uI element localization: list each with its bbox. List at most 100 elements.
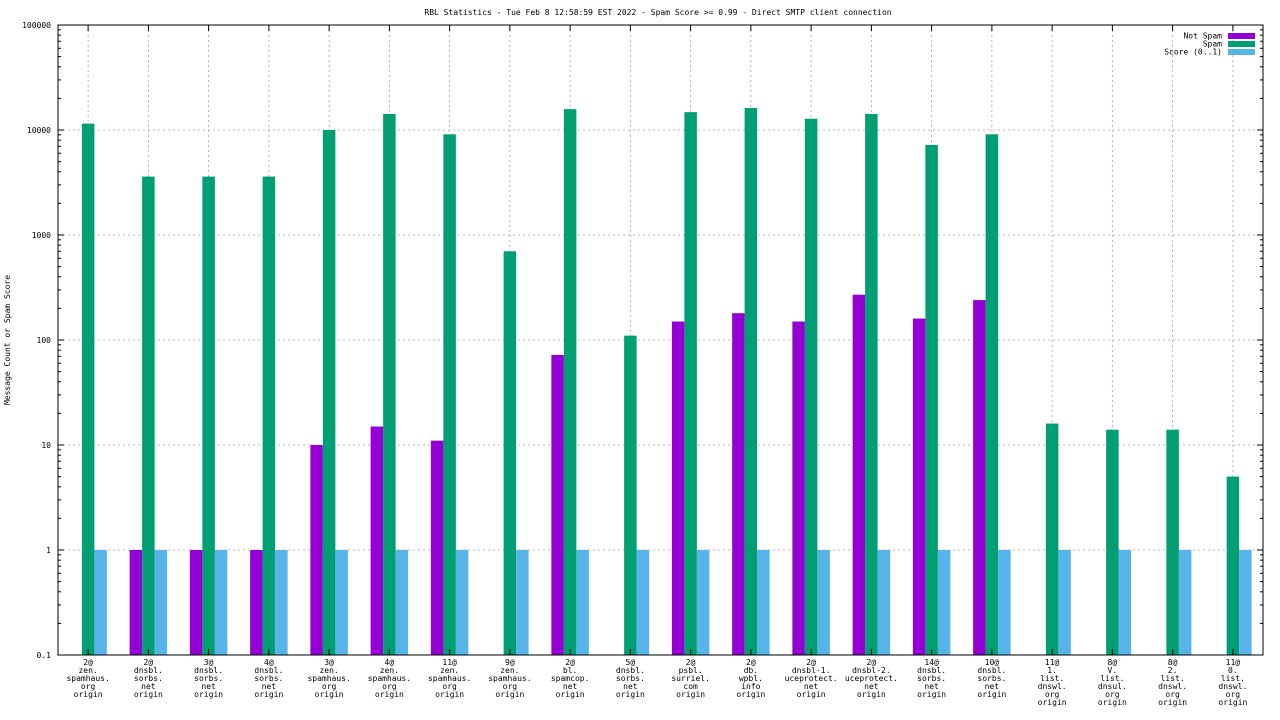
x-tick-label-line: list.	[1161, 674, 1185, 683]
bar-score-0-1	[757, 550, 770, 655]
bar-not-spam	[671, 321, 685, 655]
x-tick-label-line: origin	[1158, 698, 1187, 707]
bar-not-spam	[430, 440, 444, 655]
x-tick-label: 2@ dnsbl-1. uceprotect. net origin	[785, 658, 838, 699]
bar-spam	[985, 134, 999, 655]
x-tick-label-line: 1.	[1047, 666, 1057, 675]
x-tick-label-line: 2@	[806, 658, 816, 667]
bar-score-0-1	[937, 550, 951, 655]
x-tick-label-line: zen.	[440, 666, 459, 675]
bar-spam	[865, 114, 878, 656]
x-tick-label-line: V.	[1108, 666, 1118, 675]
x-tick-label-line: net	[563, 682, 578, 691]
x-tick-label: 4@ dnsbl. sorbs. net origin	[254, 658, 283, 699]
bar-score-0-1	[1178, 550, 1192, 655]
x-tick-label-line: net	[924, 682, 939, 691]
x-tick-label-line: origin	[194, 690, 223, 699]
x-tick-label-line: zen.	[500, 666, 519, 675]
x-tick-label-line: dnsbl.	[134, 666, 163, 675]
x-tick-label-line: db.	[744, 666, 758, 675]
x-tick-label: 2@ db. wpbl. info origin	[736, 658, 765, 699]
x-tick-label: 2@ zen. spamhaus. org origin	[66, 658, 109, 699]
x-tick-label-line: spamhaus.	[307, 674, 350, 683]
x-tick-label-line: zen.	[319, 666, 338, 675]
x-tick-label-line: origin	[736, 690, 765, 699]
x-tick-label: 3@ dnsbl. sorbs. net origin	[194, 658, 223, 699]
x-tick-label-line: 4@	[264, 658, 274, 667]
x-tick-label-line: net	[985, 682, 1000, 691]
y-tick-label: 1	[46, 546, 51, 555]
x-tick-label-line: 14@	[924, 658, 939, 667]
x-tick-label-line: dnsul.	[1098, 682, 1127, 691]
bar-spam	[202, 176, 215, 655]
y-tick-label: 10	[41, 441, 51, 450]
x-tick-label-line: uceprotect.	[785, 674, 838, 683]
legend-swatch	[1228, 49, 1255, 55]
x-tick-label-line: spamhaus.	[428, 674, 471, 683]
bar-score-0-1	[636, 550, 650, 655]
x-tick-label-line: org	[1226, 690, 1241, 699]
bar-spam	[503, 251, 517, 655]
x-tick-label-line: info	[741, 682, 760, 691]
axis-ticks: 0.1 1 10 100 1000 10000 100000	[22, 21, 1263, 660]
bar-spam	[383, 114, 396, 656]
bar-spam	[142, 176, 155, 655]
bar-not-spam	[792, 321, 805, 655]
x-tick-label-line: spamhaus.	[368, 674, 411, 683]
x-tick-label-line: dnsbl.	[616, 666, 645, 675]
x-tick-label-line: bl.	[563, 666, 577, 675]
x-tick-label-line: origin	[797, 690, 826, 699]
x-tick-label: 2@ psbl. surriel. com origin	[671, 658, 710, 699]
y-tick-label: 1000	[32, 231, 51, 240]
bar-spam	[1166, 429, 1179, 655]
x-tick-label: 10@ dnsbl. sorbs. net origin	[977, 658, 1006, 699]
bars	[81, 108, 1252, 656]
x-tick-label-line: origin	[1038, 698, 1067, 707]
bar-spam	[744, 108, 758, 656]
x-tick-label-line: origin	[1098, 698, 1127, 707]
x-tick-label-line: 2@	[746, 658, 756, 667]
bar-spam	[684, 112, 697, 656]
bar-spam	[563, 109, 577, 656]
x-tick-label: 9@ zen. spamhaus. org origin	[488, 658, 531, 699]
x-tick-label: 3@ zen. spamhaus. org origin	[307, 658, 350, 699]
x-tick-label-line: com	[683, 682, 698, 691]
bar-score-0-1	[516, 550, 529, 655]
x-tick-label: 11@ 0. list. dnswl. org origin	[1218, 658, 1247, 707]
x-tick-label-line: dnswl.	[1038, 682, 1067, 691]
bar-not-spam	[370, 426, 384, 655]
x-tick-label-line: dnsbl.	[254, 666, 283, 675]
bar-score-0-1	[94, 550, 107, 655]
x-tick-label-line: origin	[556, 690, 585, 699]
bar-spam	[322, 130, 336, 655]
y-tick-label: 100	[37, 336, 52, 345]
bar-not-spam	[912, 318, 926, 655]
bar-spam	[1045, 423, 1059, 655]
x-tick-label-line: net	[201, 682, 216, 691]
x-tick-label-line: org	[503, 682, 518, 691]
bar-score-0-1	[154, 550, 168, 655]
bar-score-0-1	[877, 550, 891, 655]
x-tick-label-line: origin	[616, 690, 645, 699]
x-tick-label-line: list.	[1221, 674, 1245, 683]
y-tick-label: 10000	[27, 126, 51, 135]
x-tick-label: 2@ dnsbl-2. uceprotect. net origin	[845, 658, 898, 699]
x-tick-label-line: origin	[1218, 698, 1247, 707]
x-tick-label-line: net	[804, 682, 819, 691]
bar-score-0-1	[817, 550, 830, 655]
x-tick-label-line: net	[141, 682, 156, 691]
x-tick-label-line: wpbl.	[739, 674, 763, 683]
x-tick-label-line: origin	[134, 690, 163, 699]
x-tick-label-line: 8@	[1168, 658, 1178, 667]
bar-spam	[1106, 429, 1119, 655]
bar-not-spam	[310, 445, 323, 655]
bar-score-0-1	[998, 550, 1011, 655]
x-tick-label-line: 3@	[204, 658, 214, 667]
bar-score-0-1	[1058, 550, 1071, 655]
legend-label: Score (0..1)	[1164, 48, 1222, 57]
y-axis-label: Message Count or Spam Score	[3, 275, 12, 405]
grid-lines	[58, 25, 1263, 655]
x-tick-label-line: 5@	[626, 658, 636, 667]
x-tick-label-line: net	[623, 682, 638, 691]
